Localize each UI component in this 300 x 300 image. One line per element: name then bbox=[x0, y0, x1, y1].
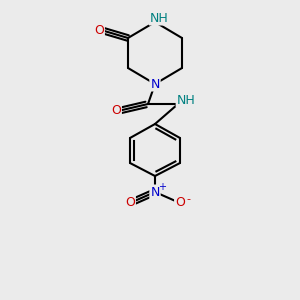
Text: O: O bbox=[94, 23, 104, 37]
Text: -: - bbox=[186, 194, 190, 204]
Text: +: + bbox=[158, 182, 166, 192]
Text: O: O bbox=[175, 196, 185, 209]
Text: N: N bbox=[150, 185, 160, 199]
Text: O: O bbox=[111, 104, 121, 118]
Text: NH: NH bbox=[177, 94, 195, 106]
Text: NH: NH bbox=[150, 11, 168, 25]
Text: N: N bbox=[150, 77, 160, 91]
Text: O: O bbox=[125, 196, 135, 209]
